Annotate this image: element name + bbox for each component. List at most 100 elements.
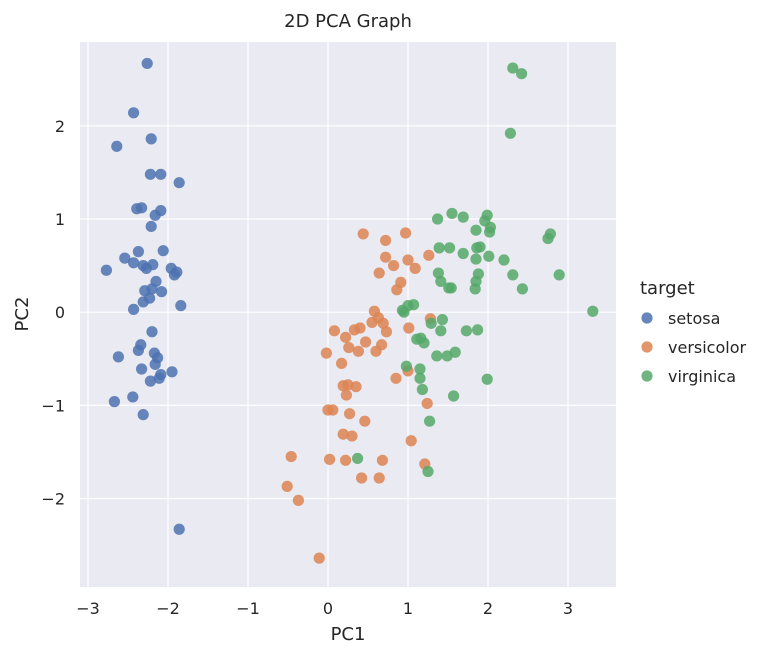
data-point-versicolor <box>337 428 349 440</box>
y-tick-label: −2 <box>41 489 65 508</box>
legend-marker-virginica <box>641 370 653 382</box>
data-point-setosa <box>149 358 161 370</box>
data-point-virginica <box>516 283 529 295</box>
data-point-setosa <box>153 372 165 384</box>
data-point-virginica <box>414 363 426 375</box>
data-point-setosa <box>132 246 144 258</box>
data-point-setosa <box>144 168 156 180</box>
data-point-setosa <box>137 296 149 308</box>
data-point-versicolor <box>340 389 352 401</box>
data-point-virginica <box>542 232 554 245</box>
data-point-versicolor <box>344 408 356 420</box>
data-point-versicolor <box>322 404 334 416</box>
data-point-versicolor <box>285 450 297 463</box>
data-point-setosa <box>119 252 131 264</box>
data-point-virginica <box>431 350 443 362</box>
data-point-setosa <box>156 286 168 298</box>
data-point-virginica <box>504 127 516 139</box>
data-point-virginica <box>445 282 457 294</box>
data-point-virginica <box>432 213 444 225</box>
x-tick-label: 1 <box>403 599 413 618</box>
x-tick-label: −3 <box>76 599 100 618</box>
tick-labels: −3 −2 −1 0 1 2 3 −2 −1 0 1 2 <box>41 117 573 618</box>
data-point-versicolor <box>360 336 372 348</box>
data-point-virginica <box>471 242 483 254</box>
data-point-versicolor <box>343 341 355 354</box>
data-point-setosa <box>112 351 124 363</box>
data-point-versicolor <box>403 322 415 334</box>
data-point-versicolor <box>328 325 340 337</box>
data-point-versicolor <box>402 254 414 266</box>
data-point-versicolor <box>380 251 392 263</box>
data-point-versicolor <box>357 228 369 240</box>
data-point-virginica <box>435 325 447 337</box>
data-point-virginica <box>460 325 472 337</box>
data-point-virginica <box>425 317 437 329</box>
data-point-setosa <box>136 363 148 375</box>
data-point-setosa <box>137 409 149 421</box>
data-point-setosa <box>155 205 167 217</box>
x-tick-label: 2 <box>483 599 493 618</box>
legend-marker-setosa <box>641 312 653 324</box>
data-point-virginica <box>446 207 458 220</box>
data-point-virginica <box>507 269 519 281</box>
chart-title: 2D PCA Graph <box>284 11 412 32</box>
data-point-versicolor <box>380 234 392 247</box>
data-point-versicolor <box>359 415 371 427</box>
data-point-versicolor <box>391 284 403 296</box>
data-point-setosa <box>128 303 140 315</box>
plot-background <box>80 42 616 587</box>
data-point-virginica <box>435 275 447 288</box>
data-point-virginica <box>484 226 496 238</box>
data-point-setosa <box>136 202 148 214</box>
y-tick-label: 2 <box>55 117 65 136</box>
x-tick-label: 0 <box>323 599 333 618</box>
data-point-setosa <box>166 366 178 378</box>
data-point-virginica <box>553 269 565 281</box>
data-point-virginica <box>457 247 469 260</box>
x-axis-label: PC1 <box>331 624 366 645</box>
data-point-setosa <box>145 133 157 145</box>
data-point-setosa <box>111 140 123 152</box>
data-point-virginica <box>483 250 495 262</box>
legend-items: setosa versicolor virginica <box>641 309 746 386</box>
data-point-versicolor <box>373 267 385 279</box>
data-point-virginica <box>516 68 528 80</box>
data-point-setosa <box>147 259 159 271</box>
data-point-versicolor <box>352 345 364 357</box>
data-point-setosa <box>145 220 157 233</box>
data-point-virginica <box>352 452 364 465</box>
data-point-versicolor <box>388 259 400 272</box>
x-tick-label: 3 <box>563 599 573 618</box>
data-point-versicolor <box>337 380 349 392</box>
data-point-versicolor <box>340 454 352 466</box>
y-tick-label: 1 <box>55 210 65 229</box>
data-point-setosa <box>175 300 187 312</box>
data-point-versicolor <box>356 472 368 484</box>
data-point-setosa <box>128 107 140 119</box>
data-points <box>100 57 599 564</box>
data-point-setosa <box>108 396 120 408</box>
data-point-versicolor <box>366 316 378 329</box>
data-point-setosa <box>100 264 112 276</box>
data-point-virginica <box>414 372 426 384</box>
data-point-virginica <box>418 337 430 349</box>
data-point-versicolor <box>370 345 382 357</box>
legend-marker-versicolor <box>641 341 653 353</box>
data-point-virginica <box>481 373 493 385</box>
data-point-versicolor <box>380 326 392 338</box>
data-point-virginica <box>436 314 448 326</box>
data-point-virginica <box>400 360 412 372</box>
data-point-versicolor <box>373 472 385 484</box>
data-point-setosa <box>173 523 185 535</box>
data-point-versicolor <box>421 397 433 410</box>
legend-title: target <box>640 278 695 299</box>
data-point-virginica <box>444 242 456 254</box>
data-point-setosa <box>173 177 185 189</box>
data-point-setosa <box>155 168 167 180</box>
data-point-virginica <box>470 224 482 236</box>
data-point-versicolor <box>405 435 417 447</box>
x-tick-label: −2 <box>156 599 180 618</box>
data-point-setosa <box>127 391 139 403</box>
